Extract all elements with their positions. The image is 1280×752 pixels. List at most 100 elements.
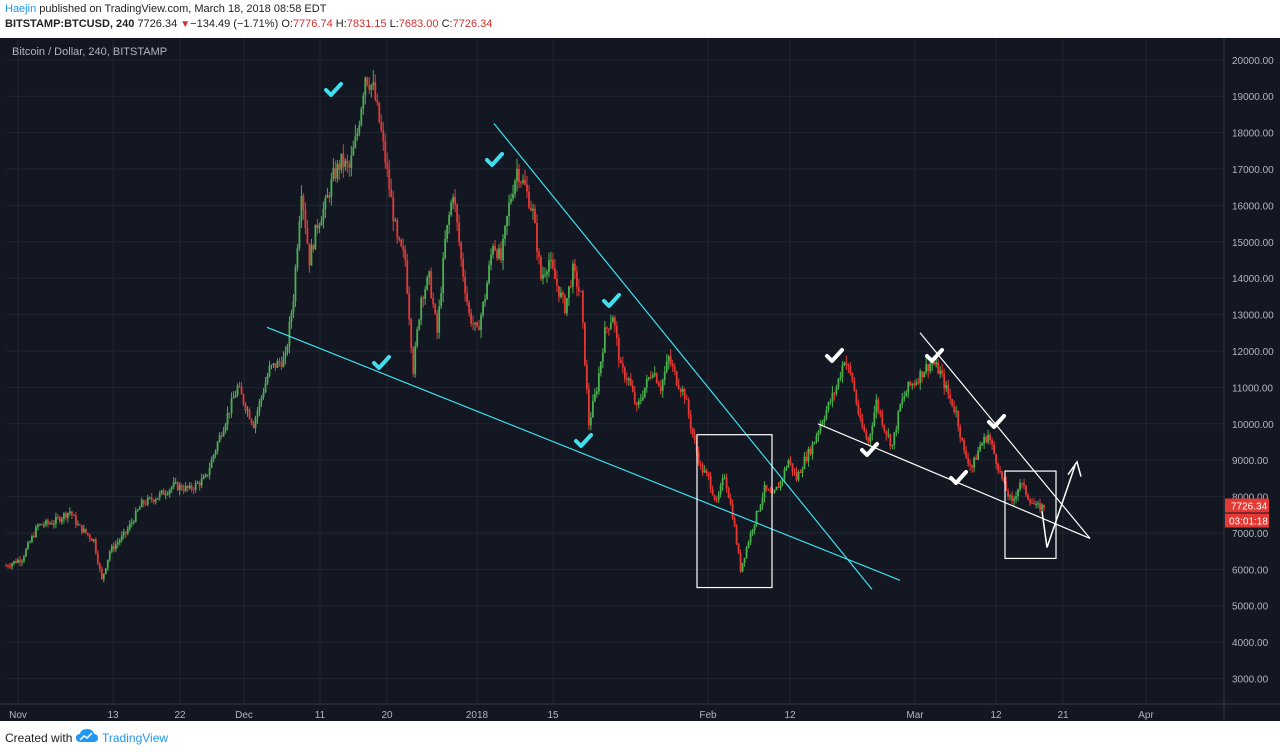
tradingview-logo-icon[interactable] [76, 729, 98, 743]
candle-body [248, 409, 251, 420]
candle-body [913, 383, 916, 385]
symbol-line: BITSTAMP:BTCUSD, 240 7726.34 ▼−134.49 (−… [5, 18, 492, 30]
candle-body [787, 460, 790, 468]
candle-body [90, 538, 93, 542]
candle-body [827, 402, 830, 411]
candle-body [29, 541, 31, 543]
candle-body [655, 373, 658, 383]
author-link[interactable]: Haejin [5, 3, 37, 15]
candle-body [583, 322, 586, 365]
candle-body [276, 360, 279, 368]
candle-body [755, 511, 758, 525]
candle-body [416, 329, 419, 346]
candle-body [853, 381, 856, 391]
candle-body [182, 489, 185, 491]
candle-body [386, 162, 389, 170]
candle-body [899, 404, 902, 412]
candle-body [156, 497, 159, 500]
candle-body [302, 195, 305, 210]
candle-body [88, 534, 91, 539]
candle-body [839, 376, 842, 379]
candle-body [352, 147, 355, 156]
candle-body [635, 403, 638, 405]
candle-body [216, 442, 219, 451]
candle-body [140, 500, 143, 508]
candle-body [364, 77, 367, 96]
candle-body [5, 565, 7, 567]
candle-body [1025, 485, 1027, 495]
candle-body [707, 472, 710, 477]
price-chart[interactable]: 3000.00 4000.00 5000.00 6000.00 7000.00 8000.… [0, 38, 1280, 721]
candle-body [35, 526, 37, 537]
high-value: 7831.15 [346, 18, 387, 30]
checkmark-icon [485, 152, 504, 167]
candle-body [869, 434, 872, 442]
candle-body [875, 399, 878, 413]
symbol-label: BITSTAMP:BTCUSD, 240 [5, 18, 135, 30]
candle-body [857, 403, 860, 415]
candle-body [68, 511, 71, 513]
candle-body [118, 540, 121, 543]
candle-body [893, 432, 896, 445]
candle-body [82, 528, 85, 533]
candle-body [623, 367, 626, 379]
candle-body [665, 361, 668, 372]
candle-body [250, 419, 253, 424]
candle-body [188, 485, 191, 489]
candle-body [53, 523, 55, 525]
candle-body [256, 410, 259, 418]
candle-body [637, 400, 640, 405]
candle-body [390, 189, 393, 198]
candle-body [86, 532, 89, 535]
candle-body [324, 197, 327, 209]
candle-body [234, 394, 237, 398]
candle-body [697, 451, 700, 464]
candle-body [1007, 490, 1009, 497]
candle-body [148, 497, 151, 499]
candle-body [456, 204, 459, 223]
price-tick-label: 4000.00 [1232, 638, 1269, 649]
candle-body [100, 568, 103, 579]
down-triangle-icon: ▼ [180, 19, 191, 30]
candle-body [919, 371, 922, 384]
candle-body [562, 292, 564, 296]
candle-body [877, 399, 880, 411]
last-price-tag [1225, 498, 1269, 513]
candle-body [486, 282, 488, 300]
candle-body [464, 276, 467, 294]
candle-body [849, 365, 852, 373]
candle-body [983, 436, 986, 444]
candle-body [1009, 495, 1011, 497]
checkmark-icon [987, 414, 1006, 429]
candle-body [939, 370, 942, 374]
candle-body [909, 381, 912, 386]
candle-body [25, 549, 27, 557]
candle-body [272, 363, 275, 366]
candle-body [304, 209, 307, 228]
chart-area[interactable]: 3000.00 4000.00 5000.00 6000.00 7000.00 8000.… [0, 38, 1280, 721]
candle-body [761, 497, 764, 505]
candle-body [1005, 481, 1007, 491]
candle-body [621, 363, 624, 368]
candle-body [554, 268, 556, 279]
price-tick-label: 14000.00 [1232, 274, 1274, 285]
candle-body [921, 371, 924, 378]
candle-body [466, 293, 469, 303]
last-price-label: 7726.34 [1231, 502, 1268, 513]
tradingview-link[interactable]: TradingView [102, 731, 169, 745]
candle-body [488, 265, 490, 283]
candle-body [1033, 502, 1035, 505]
candle-body [1003, 478, 1005, 482]
candle-body [855, 390, 858, 404]
candle-body [667, 356, 670, 362]
candle-body [222, 430, 225, 437]
candle-body [751, 530, 754, 533]
candle-body [629, 378, 632, 386]
candle-body [342, 153, 345, 167]
candle-body [961, 437, 964, 441]
candle-body [587, 388, 590, 426]
candle-body [130, 522, 133, 524]
candle-body [991, 440, 993, 445]
candle-body [400, 239, 403, 247]
candle-body [929, 363, 932, 372]
